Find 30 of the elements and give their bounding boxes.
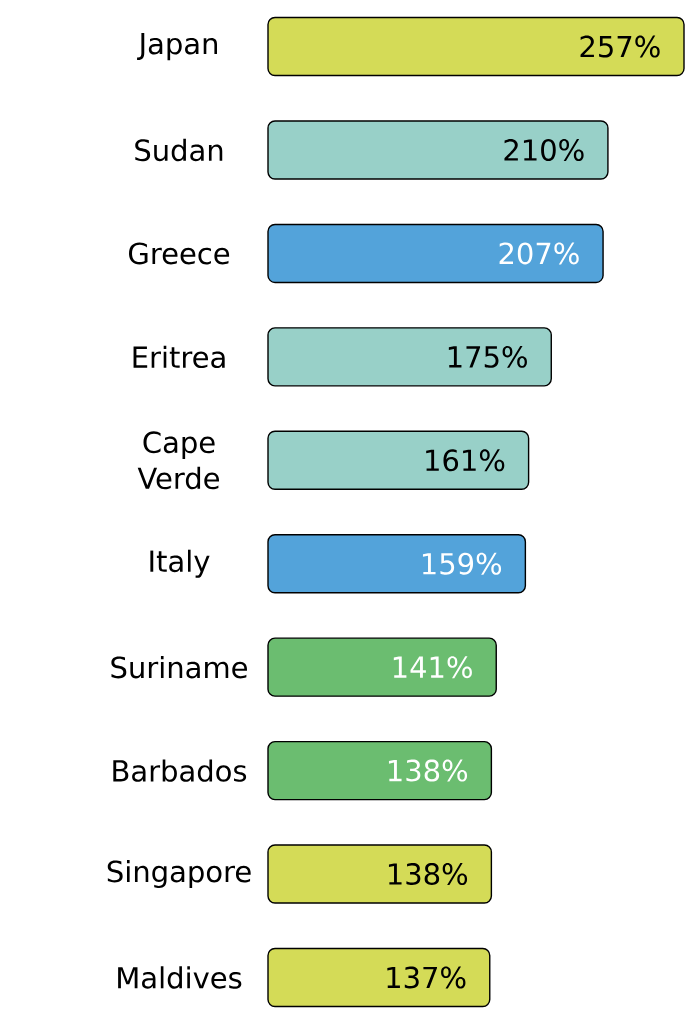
data-label: 257% bbox=[580, 35, 660, 58]
y-tick-label: Suriname bbox=[111, 655, 247, 679]
data-label: 207% bbox=[499, 242, 579, 265]
bar bbox=[267, 740, 493, 801]
bar bbox=[267, 947, 491, 1008]
data-label: 159% bbox=[422, 552, 502, 575]
bar bbox=[267, 637, 497, 697]
y-tick-label: Barbados bbox=[113, 759, 247, 782]
bar bbox=[267, 223, 604, 284]
data-label: 210% bbox=[504, 139, 584, 161]
y-tick-label: Cape Verde bbox=[137, 431, 219, 490]
bar bbox=[267, 534, 527, 594]
y-tick-label: Japan bbox=[137, 32, 217, 61]
y-tick-label: Singapore bbox=[107, 860, 251, 889]
y-tick-label: Maldives bbox=[118, 966, 242, 989]
bar bbox=[267, 16, 685, 77]
y-tick-label: Italy bbox=[150, 549, 210, 578]
y-tick-label: Greece bbox=[129, 242, 230, 265]
bar bbox=[267, 844, 493, 904]
data-label: 161% bbox=[426, 449, 505, 472]
data-label: 138% bbox=[388, 863, 468, 885]
data-label: 141% bbox=[393, 656, 472, 679]
bar bbox=[267, 430, 530, 490]
bar bbox=[267, 327, 552, 387]
data-label: 138% bbox=[388, 759, 468, 782]
data-label: 137% bbox=[387, 966, 466, 989]
data-label: 175% bbox=[448, 345, 527, 368]
y-tick-label: Sudan bbox=[135, 138, 223, 162]
y-tick-label: Eritrea bbox=[133, 345, 225, 369]
bar bbox=[267, 120, 609, 180]
